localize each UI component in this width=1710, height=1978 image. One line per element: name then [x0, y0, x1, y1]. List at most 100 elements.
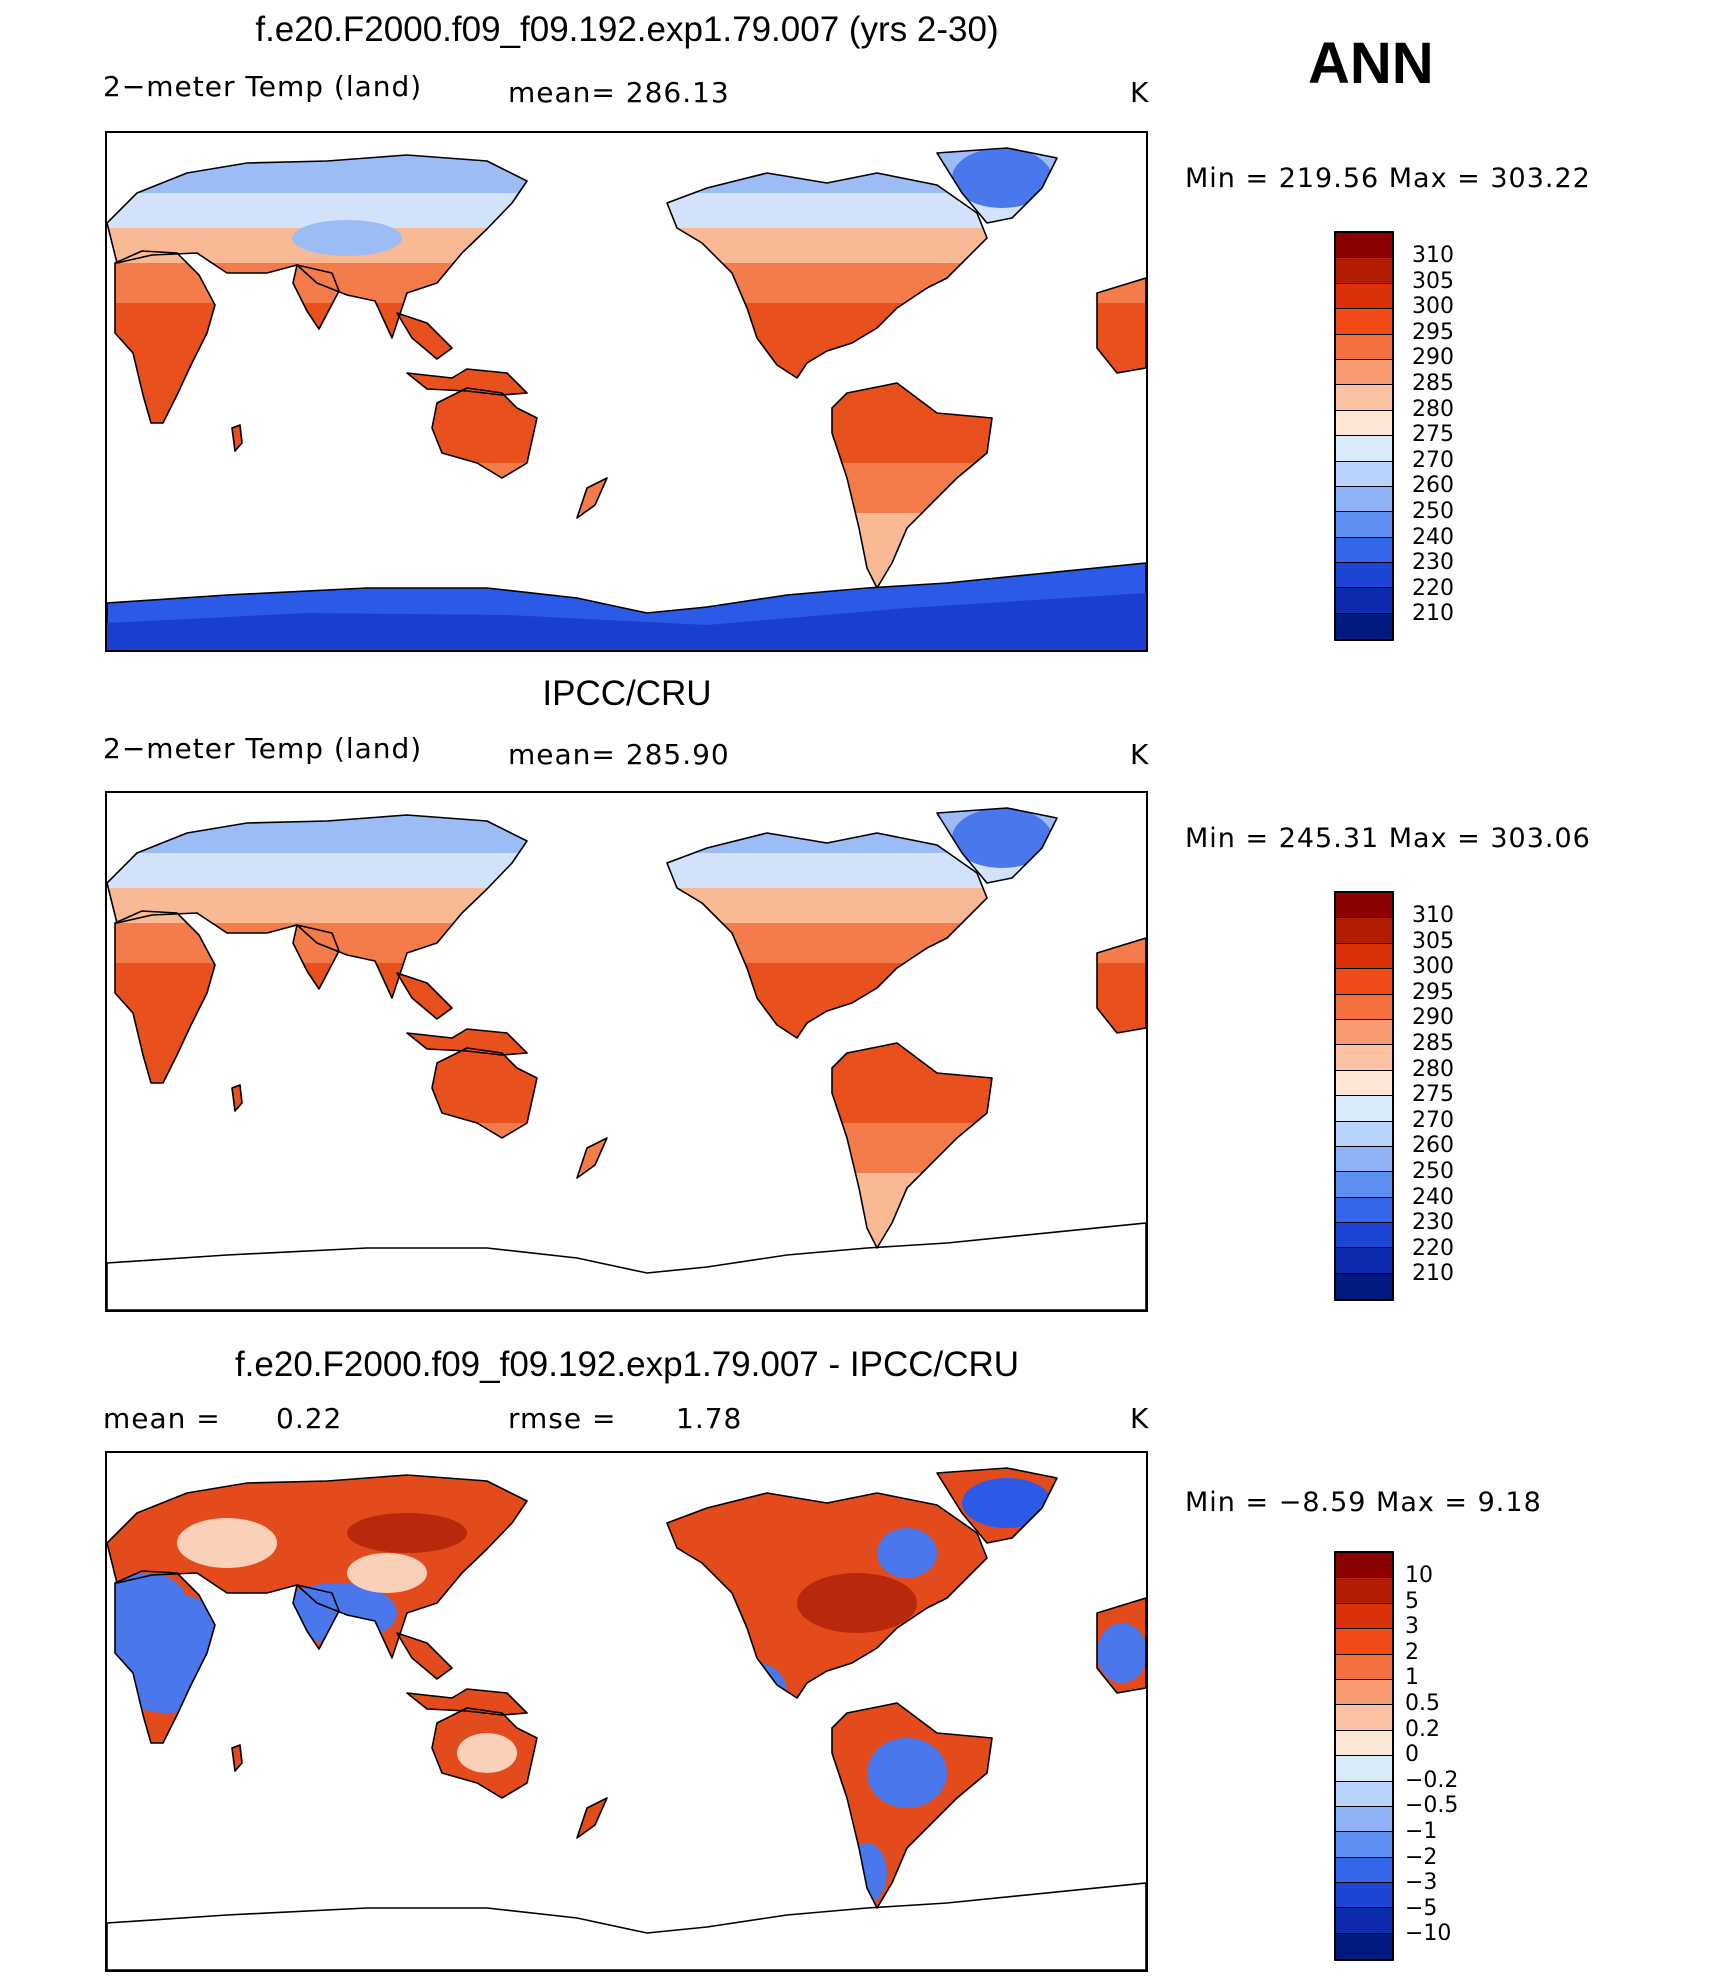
observed-temperature-map: [105, 791, 1148, 1312]
colorbar-tick-label: 285: [1412, 1031, 1454, 1056]
eurasia-outline: [107, 1474, 528, 1659]
colorbar-tick-label: 305: [1412, 928, 1454, 954]
panel-1-title: f.e20.F2000.f09_f09.192.exp1.79.007 (yrs…: [255, 10, 999, 49]
colorbar-swatch: [1336, 258, 1392, 284]
colorbar-tick-label: 310: [1412, 243, 1454, 268]
australia-outline: [431, 1707, 538, 1799]
colorbar-tick-label: 230: [1412, 550, 1454, 576]
wafrica-outline: [1096, 1597, 1146, 1694]
colorbar-tick-label: 250: [1412, 1159, 1454, 1184]
colorbar-tick-label: 250: [1412, 499, 1454, 524]
colorbar-swatch: [1336, 334, 1392, 360]
colorbar-swatch: [1336, 1857, 1392, 1884]
colorbar-swatch: [1336, 1908, 1392, 1934]
colorbar-tick-label: 220: [1412, 575, 1454, 601]
temperature-band: [107, 1123, 1146, 1173]
anomaly-patch: [177, 1518, 277, 1568]
panel-3-mean-text: mean =: [103, 1402, 221, 1435]
anomaly-patch: [727, 1663, 787, 1723]
colorbar-swatch: [1336, 1578, 1392, 1604]
mada-outline: [231, 1084, 243, 1112]
samerica-outline: [831, 1042, 993, 1249]
anomaly-patch: [877, 1528, 937, 1578]
colorbar-tick-label: 260: [1412, 1133, 1454, 1159]
panel-1-units: K: [1130, 76, 1150, 109]
colorbar-swatch: [1336, 1832, 1392, 1858]
panel-3-rmse-value: 1.78: [676, 1402, 743, 1435]
greenland-ice: [952, 808, 1052, 868]
colorbar-tick-label: 3: [1405, 1614, 1419, 1640]
temperature-band: [107, 463, 1146, 513]
colorbar-tick-label: 5: [1405, 1588, 1419, 1614]
colorbar-tick-label: −1: [1405, 1819, 1438, 1844]
anomaly-patch: [457, 1733, 517, 1773]
colorbar-tick-label: 305: [1412, 268, 1454, 294]
colorbar-swatch: [1336, 1629, 1392, 1655]
colorbar-tick-label: 275: [1412, 1082, 1454, 1108]
model-temperature-map: [105, 131, 1148, 652]
colorbar-tick-label: 280: [1412, 1056, 1454, 1082]
samerica-outline: [831, 1702, 993, 1909]
colorbar-swatch: [1336, 1248, 1392, 1274]
anomaly-patch: [107, 1573, 187, 1633]
season-label: ANN: [1308, 31, 1434, 96]
panel-2-mean: mean= 285.90: [508, 738, 730, 771]
colorbar-tick-label: 290: [1412, 1005, 1454, 1031]
colorbar-tick-label: 210: [1412, 601, 1454, 627]
colorbar-swatch: [1336, 1553, 1392, 1579]
colorbar-tick-label: −0.2: [1405, 1767, 1459, 1793]
colorbar-swatch: [1336, 486, 1392, 513]
mada-outline: [231, 1744, 243, 1772]
nz-outline: [576, 1137, 608, 1179]
panel-1-variable: 2−meter Temp (land): [103, 70, 423, 103]
panel-2-units: K: [1130, 738, 1150, 771]
seasia-outline: [396, 312, 453, 360]
colorbar-swatch: [1336, 461, 1392, 487]
namerica-outline: [666, 1492, 988, 1699]
anomaly-patch: [217, 1598, 297, 1648]
colorbar-swatch: [1336, 410, 1392, 437]
colorbar-tick-label: 0.2: [1405, 1716, 1440, 1742]
anomaly-patch: [1097, 1623, 1146, 1683]
colorbar-tick-label: 2: [1405, 1639, 1419, 1665]
seasia-outline: [396, 1632, 453, 1680]
colorbar-tick-label: 0: [1405, 1742, 1419, 1768]
temperature-band: [107, 263, 1146, 303]
colorbar-swatch: [1336, 1806, 1392, 1833]
colorbar-tick-label: −3: [1405, 1870, 1438, 1896]
anomaly-patch: [847, 1843, 887, 1903]
temperature-band: [107, 923, 1146, 963]
india-outline: [292, 1584, 340, 1650]
colorbar-tick-label: 230: [1412, 1210, 1454, 1236]
africa-outline: [114, 910, 216, 1084]
greenland-outline: [936, 807, 1058, 884]
colorbar-swatch: [1336, 1146, 1392, 1173]
colorbar-swatch: [1336, 1019, 1392, 1046]
colorbar-tick-label: −0.5: [1405, 1793, 1459, 1819]
samerica-outline: [831, 382, 993, 589]
colorbar-tick-label: −5: [1405, 1895, 1438, 1921]
anomaly-patch: [962, 1478, 1052, 1528]
colorbar-tick-label: 300: [1412, 954, 1454, 980]
indonesia-outline: [406, 1688, 528, 1716]
colorbar-tick-label: 210: [1412, 1261, 1454, 1287]
colorbar-tick-label: 285: [1412, 371, 1454, 396]
colorbar-swatch: [1336, 1781, 1392, 1807]
seasia-outline: [396, 972, 453, 1020]
colorbar-swatch: [1336, 1197, 1392, 1224]
anomaly-patch: [867, 1738, 947, 1808]
colorbar-tick-label: 1: [1405, 1665, 1419, 1691]
colorbar-tick-label: 220: [1412, 1235, 1454, 1261]
colorbar-tick-label: 295: [1412, 979, 1454, 1005]
india-outline: [292, 924, 340, 990]
indonesia-outline: [406, 368, 528, 396]
colorbar-swatch: [1336, 969, 1392, 995]
panel-2-title: IPCC/CRU: [542, 674, 712, 713]
colorbar-swatch: [1336, 1172, 1392, 1198]
panel-2-minmax: Min = 245.31 Max = 303.06: [1185, 823, 1591, 854]
colorbar-swatch: [1336, 1045, 1392, 1071]
colorbar-tick-label: 310: [1412, 903, 1454, 928]
colorbar-swatch: [1336, 1121, 1392, 1147]
colorbar-tick-label: 280: [1412, 396, 1454, 422]
colorbar-swatch: [1336, 1730, 1392, 1757]
